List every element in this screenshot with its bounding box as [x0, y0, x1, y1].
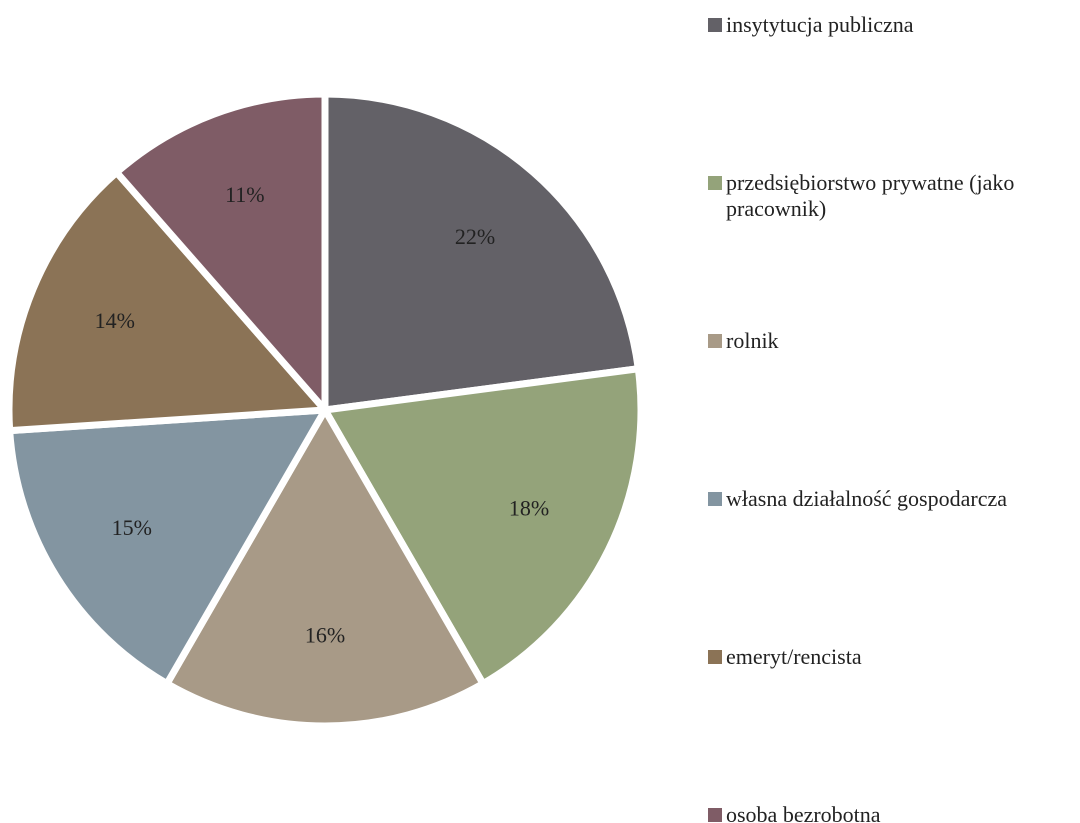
legend-swatch	[708, 808, 722, 822]
legend-item: osoba bezrobotna	[708, 802, 1068, 823]
data-label: 16%	[305, 623, 345, 648]
legend-item: emeryt/rencista	[708, 644, 1068, 670]
pie-slice	[6, 406, 329, 688]
data-label: 14%	[95, 308, 135, 333]
legend-item: własna działalność gospodarcza	[708, 486, 1068, 512]
legend-swatch	[708, 492, 722, 506]
pie-slice	[113, 90, 329, 414]
legend-label: własna działalność gospodarcza	[726, 486, 1007, 511]
legend-swatch	[708, 18, 722, 32]
pie-slice	[321, 90, 642, 414]
legend-label: emeryt/rencista	[726, 644, 862, 669]
legend-swatch	[708, 334, 722, 348]
data-label: 11%	[225, 182, 265, 207]
pie-area: 22% 18% 16% 15% 14% 11%	[5, 90, 645, 730]
pie-slice	[163, 406, 487, 730]
legend-swatch	[708, 650, 722, 664]
legend-item: insytytucja publiczna	[708, 12, 1068, 38]
legend-swatch	[708, 176, 722, 190]
data-label: 18%	[509, 496, 549, 521]
legend-label: rolnik	[726, 328, 779, 353]
legend-item: przedsiębiorstwo prywatne (jako pracowni…	[708, 170, 1068, 222]
data-label: 22%	[455, 224, 495, 249]
legend-label: osoba bezrobotna	[726, 802, 881, 823]
pie-slice	[321, 365, 645, 688]
legend-item: rolnik	[708, 328, 1068, 354]
legend-label: insytytucja publiczna	[726, 12, 914, 37]
pie-slice	[5, 168, 329, 435]
legend-label: przedsiębiorstwo prywatne (jako pracowni…	[726, 170, 1015, 221]
data-label: 15%	[112, 515, 152, 540]
